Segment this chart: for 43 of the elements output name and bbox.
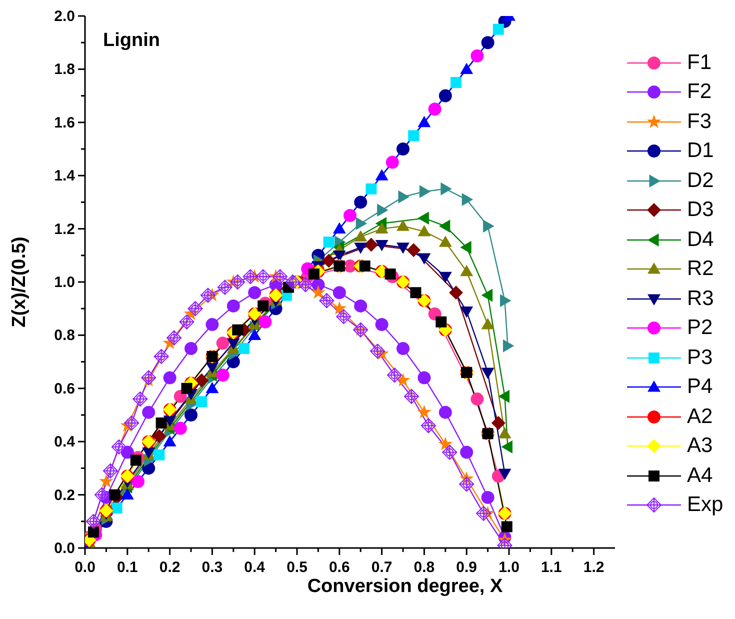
legend-label: D4 <box>687 228 714 252</box>
legend-label: A2 <box>687 404 713 429</box>
legend-label: A4 <box>687 464 713 488</box>
y-axis-title: Z(x)/Z(0.5) <box>9 236 31 328</box>
legend-label: Exp <box>687 493 724 518</box>
legend-label: A3 <box>687 434 713 458</box>
y-tick-label: 0.8 <box>54 327 75 344</box>
x-tick-label: 0.0 <box>74 559 96 576</box>
x-tick-label: 0.4 <box>244 559 266 576</box>
legend-label: P2 <box>687 316 713 340</box>
x-axis-title: Conversion degree, X <box>306 576 504 598</box>
legend-label: P3 <box>687 346 713 370</box>
x-tick-label: 0.6 <box>328 559 350 576</box>
y-tick-label: 0.0 <box>54 540 75 557</box>
y-tick-label: 1.2 <box>54 220 75 238</box>
legend-label: R3 <box>687 286 714 311</box>
x-tick-label: 1.2 <box>583 559 604 576</box>
annotation: Lignin <box>103 30 160 52</box>
x-tick-label: 0.3 <box>202 559 223 576</box>
y-tick-label: 0.6 <box>54 380 75 398</box>
y-tick-label: 0.4 <box>54 434 76 451</box>
x-tick-label: 0.1 <box>116 559 138 576</box>
x-tick-label: 0.5 <box>286 559 308 576</box>
y-tick-label: 0.2 <box>54 486 75 504</box>
legend-label: D3 <box>687 198 714 222</box>
x-tick-label: 1.0 <box>498 559 520 576</box>
y-tick-label: 1.0 <box>54 274 75 291</box>
legend-label: R2 <box>687 257 714 282</box>
x-tick-label: 0.9 <box>456 559 478 576</box>
y-tick-label: 1.6 <box>54 114 75 132</box>
y-tick-label: 1.4 <box>54 168 76 185</box>
legend-label: F1 <box>687 50 712 75</box>
x-tick-label: 0.2 <box>159 559 180 576</box>
x-tick-label: 1.1 <box>540 559 562 576</box>
legend-label: D2 <box>687 168 714 193</box>
x-tick-label: 0.7 <box>371 559 392 576</box>
legend-label: P4 <box>687 375 713 400</box>
y-tick-label: 1.8 <box>54 61 75 78</box>
legend-label: D1 <box>687 139 714 164</box>
legend-label: F3 <box>687 110 712 134</box>
x-tick-label: 0.8 <box>414 559 435 576</box>
y-tick-label: 2.0 <box>54 8 75 25</box>
legend-label: F2 <box>687 80 712 104</box>
